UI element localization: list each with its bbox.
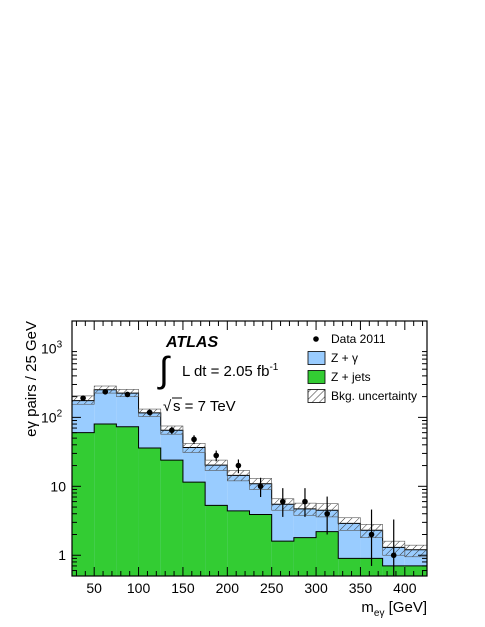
plot-area bbox=[72, 385, 427, 576]
axis-ticks bbox=[72, 321, 427, 577]
data-point bbox=[324, 510, 330, 517]
bar-z-jets bbox=[249, 514, 272, 576]
data-point bbox=[279, 498, 286, 505]
data-point bbox=[302, 498, 308, 505]
legend: Data 2011 Z + γ Z + jets Bkg. uncertainty bbox=[307, 332, 417, 403]
x-tick-label: 200 bbox=[216, 580, 240, 596]
bar-z-jets bbox=[116, 426, 139, 576]
bar-z-jets bbox=[360, 558, 383, 576]
legend-swatch bbox=[307, 389, 326, 403]
data-point bbox=[80, 395, 86, 401]
atlas-label: ATLAS bbox=[165, 334, 218, 351]
y-axis-title: eγ pairs / 25 GeV bbox=[23, 321, 40, 437]
legend-label: Bkg. uncertainty bbox=[331, 389, 417, 403]
data-point bbox=[213, 452, 220, 459]
legend-marker-data bbox=[313, 336, 319, 342]
data-point bbox=[124, 391, 131, 398]
bar-z-jets bbox=[72, 432, 95, 576]
x-tick-label: 100 bbox=[127, 580, 151, 596]
axis-labels: 50 100 150 200 250 300 350 400 1 10 102 103 meγ [GeV… bbox=[23, 321, 427, 619]
x-tick-label: 250 bbox=[260, 580, 284, 596]
data-point bbox=[257, 483, 264, 490]
legend-label: Data 2011 bbox=[331, 332, 386, 346]
legend-label: Z + jets bbox=[331, 370, 371, 384]
x-tick-label: 150 bbox=[171, 580, 195, 596]
energy-label: s = 7 TeV bbox=[173, 398, 236, 415]
y-tick-label: 10 bbox=[50, 478, 66, 494]
x-axis-title: meγ [GeV] bbox=[361, 599, 427, 619]
bar-z-jets bbox=[338, 558, 361, 576]
z-jets-outline bbox=[72, 423, 427, 576]
legend-swatch bbox=[307, 351, 326, 365]
axes-frame bbox=[71, 320, 428, 577]
annotations: ATLAS∫ L dt = 2.05 fb-1 √ s = 7 TeV bbox=[157, 334, 279, 415]
bar-z-jets bbox=[160, 460, 183, 576]
uncertainty-band bbox=[204, 459, 228, 471]
y-tick-label: 102 bbox=[41, 408, 63, 425]
bar-z-jets bbox=[205, 505, 228, 576]
data-point bbox=[390, 552, 397, 559]
uncertainty-band bbox=[182, 443, 206, 453]
data-point bbox=[169, 427, 175, 434]
bar-z-jets bbox=[94, 424, 117, 576]
y-tick-label: 103 bbox=[41, 339, 63, 356]
data-point bbox=[191, 436, 197, 443]
data-point bbox=[368, 531, 375, 538]
uncertainty-band bbox=[337, 517, 361, 531]
bar-z-jets bbox=[316, 531, 339, 576]
data-point bbox=[102, 388, 109, 395]
data-point bbox=[146, 409, 153, 416]
bar-z-jets bbox=[271, 541, 294, 576]
x-tick-label: 300 bbox=[304, 580, 328, 596]
bar-z-jets bbox=[293, 537, 317, 576]
plot-frame bbox=[71, 320, 428, 577]
bar-z-jets bbox=[182, 482, 206, 576]
bar-z-jets bbox=[138, 447, 161, 576]
energy-root-sign: √ bbox=[163, 398, 172, 415]
data-point bbox=[235, 462, 242, 469]
uncertainty-band bbox=[404, 544, 427, 558]
bar-z-jets bbox=[227, 510, 250, 576]
bar-z-jets bbox=[404, 565, 427, 576]
x-tick-label: 400 bbox=[393, 580, 417, 596]
legend-swatch bbox=[307, 370, 326, 384]
x-tick-label: 350 bbox=[349, 580, 373, 596]
x-tick-label: 50 bbox=[86, 580, 102, 596]
legend-label: Z + γ bbox=[331, 351, 358, 365]
lumi-label: L dt = 2.05 fb-1 bbox=[182, 362, 279, 380]
lumi-integral-sign: ∫ bbox=[157, 349, 171, 390]
y-tick-label: 1 bbox=[58, 547, 66, 563]
